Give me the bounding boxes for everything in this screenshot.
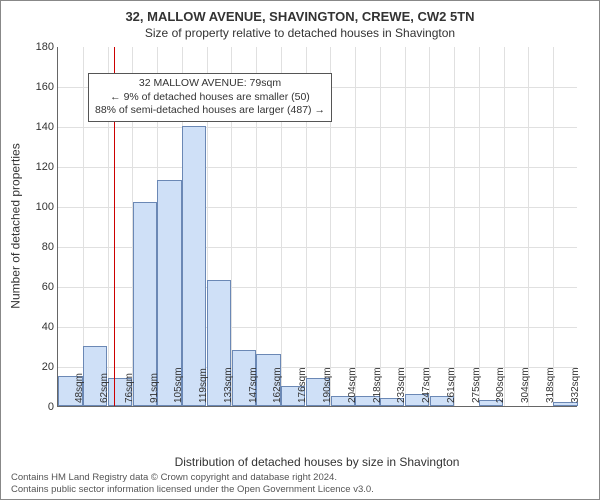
y-tick-label: 100: [24, 201, 54, 213]
x-tick-label: 218sqm: [372, 367, 383, 403]
y-tick-label: 140: [24, 121, 54, 133]
y-tick-label: 60: [24, 281, 54, 293]
x-tick-label: 304sqm: [520, 367, 531, 403]
y-tick-label: 40: [24, 321, 54, 333]
x-tick-label: 48sqm: [74, 373, 85, 403]
x-tick-label: 62sqm: [99, 373, 110, 403]
histogram-bar: [182, 126, 206, 406]
x-tick-label: 76sqm: [124, 373, 135, 403]
plot-area: 02040608010012014016018048sqm62sqm76sqm9…: [57, 47, 577, 407]
x-tick-label: 105sqm: [173, 367, 184, 403]
x-tick-label: 290sqm: [495, 367, 506, 403]
x-tick-label: 147sqm: [248, 367, 259, 403]
chart-frame: 32, MALLOW AVENUE, SHAVINGTON, CREWE, CW…: [0, 0, 600, 500]
x-tick-label: 190sqm: [322, 367, 333, 403]
callout-line: 32 MALLOW AVENUE: 79sqm: [95, 77, 325, 91]
y-tick-label: 120: [24, 161, 54, 173]
x-tick-label: 204sqm: [347, 367, 358, 403]
callout-line: 88% of semi-detached houses are larger (…: [95, 104, 325, 118]
x-tick-label: 318sqm: [545, 367, 556, 403]
y-tick-label: 80: [24, 241, 54, 253]
x-tick-label: 233sqm: [396, 367, 407, 403]
chart-subtitle: Size of property relative to detached ho…: [11, 26, 589, 40]
chart-title: 32, MALLOW AVENUE, SHAVINGTON, CREWE, CW…: [11, 9, 589, 24]
y-tick-label: 180: [24, 41, 54, 53]
attribution-block: Contains HM Land Registry data © Crown c…: [11, 472, 589, 495]
y-axis-label-wrap: Number of detached properties: [9, 47, 23, 405]
y-tick-label: 0: [24, 401, 54, 413]
attribution-line-2: Contains public sector information licen…: [11, 484, 589, 495]
x-tick-label: 162sqm: [272, 367, 283, 403]
x-tick-label: 261sqm: [446, 367, 457, 403]
x-tick-label: 275sqm: [471, 367, 482, 403]
y-axis-label: Number of detached properties: [9, 143, 23, 308]
x-tick-label: 247sqm: [421, 367, 432, 403]
x-tick-label: 176sqm: [297, 367, 308, 403]
x-tick-label: 91sqm: [149, 373, 160, 403]
x-axis-label: Distribution of detached houses by size …: [57, 455, 577, 469]
callout-box: 32 MALLOW AVENUE: 79sqm← 9% of detached …: [88, 73, 332, 122]
x-tick-label: 133sqm: [223, 367, 234, 403]
callout-line: ← 9% of detached houses are smaller (50): [95, 91, 325, 105]
x-tick-label: 332sqm: [570, 367, 581, 403]
attribution-line-1: Contains HM Land Registry data © Crown c…: [11, 472, 589, 483]
y-tick-label: 20: [24, 361, 54, 373]
x-tick-label: 119sqm: [198, 368, 209, 403]
y-tick-label: 160: [24, 81, 54, 93]
